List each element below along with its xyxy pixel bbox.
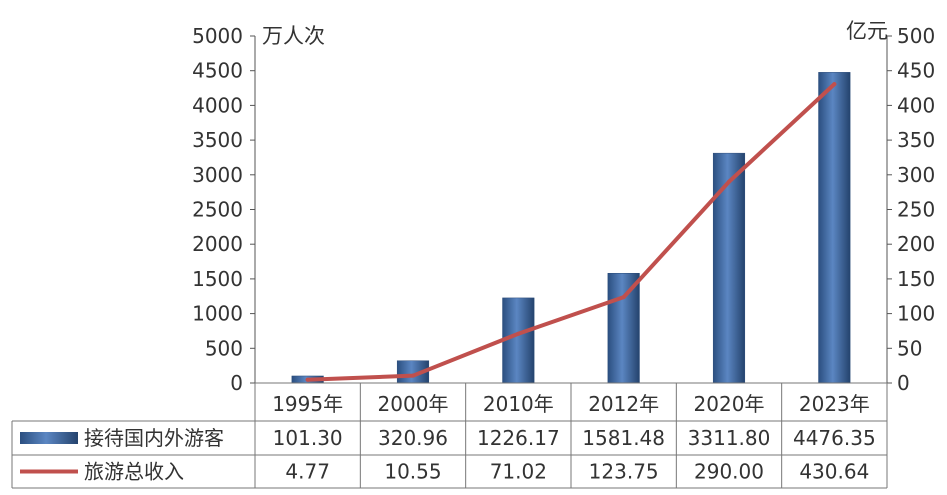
bar-接待国内外游客 [607, 272, 640, 384]
table-value-visitors: 101.30 [273, 426, 343, 450]
table-value-visitors: 1226.17 [477, 426, 560, 450]
table-value-visitors: 320.96 [378, 426, 448, 450]
left-tick-label: 4000 [192, 93, 243, 117]
table-value-revenue: 290.00 [694, 460, 764, 484]
line-point [832, 82, 837, 87]
category-label: 2023年 [799, 392, 870, 416]
right-tick-label: 150 [897, 267, 935, 291]
table-value-visitors: 1581.48 [582, 426, 665, 450]
table-value-visitors: 3311.80 [688, 426, 771, 450]
line-point [621, 295, 626, 300]
category-label: 2020年 [694, 392, 765, 416]
line-point [411, 373, 415, 378]
bar-接待国内外游客 [502, 297, 535, 384]
left-tick-label: 3000 [192, 163, 243, 187]
left-tick-label: 0 [230, 371, 243, 395]
table-value-revenue: 4.77 [285, 460, 330, 484]
right-axis-unit-label: 亿元 [846, 19, 888, 43]
left-axis-unit-label: 万人次 [262, 24, 325, 48]
bar-接待国内外游客 [712, 152, 746, 384]
left-tick-label: 3500 [192, 128, 243, 152]
right-tick-label: 500 [897, 24, 935, 48]
right-tick-label: 0 [897, 371, 910, 395]
table-value-revenue: 430.64 [799, 460, 869, 484]
line-point [516, 331, 521, 336]
left-tick-label: 2500 [192, 198, 243, 222]
line-旅游总收入 [305, 82, 837, 382]
legend-bar-label: 接待国内外游客 [84, 426, 224, 450]
category-label: 2000年 [378, 392, 449, 416]
right-tick-label: 100 [897, 302, 935, 326]
table-value-revenue: 123.75 [589, 460, 659, 484]
table-value-visitors: 4476.35 [793, 426, 876, 450]
category-label: 2012年 [588, 392, 659, 416]
right-tick-label: 200 [897, 232, 935, 256]
right-tick-label: 50 [897, 336, 922, 360]
right-tick-label: 350 [897, 128, 935, 152]
left-tick-label: 500 [205, 336, 243, 360]
left-tick-label: 5000 [192, 24, 243, 48]
bar-接待国内外游客 [818, 72, 851, 384]
left-tick-label: 1000 [192, 302, 243, 326]
right-tick-label: 400 [897, 93, 935, 117]
left-tick-label: 1500 [192, 267, 243, 291]
category-label: 2010年 [483, 392, 554, 416]
table-value-revenue: 71.02 [490, 460, 547, 484]
left-tick-label: 2000 [192, 232, 243, 256]
legend-line-label: 旅游总收入 [84, 460, 184, 484]
legend-bar-swatch [20, 432, 78, 444]
right-tick-label: 250 [897, 198, 935, 222]
line-point [727, 179, 731, 184]
line-point [305, 377, 310, 382]
left-tick-label: 4500 [192, 59, 243, 83]
right-tick-label: 300 [897, 163, 935, 187]
category-label: 1995年 [272, 392, 343, 416]
table-value-revenue: 10.55 [384, 460, 441, 484]
right-tick-label: 450 [897, 59, 935, 83]
